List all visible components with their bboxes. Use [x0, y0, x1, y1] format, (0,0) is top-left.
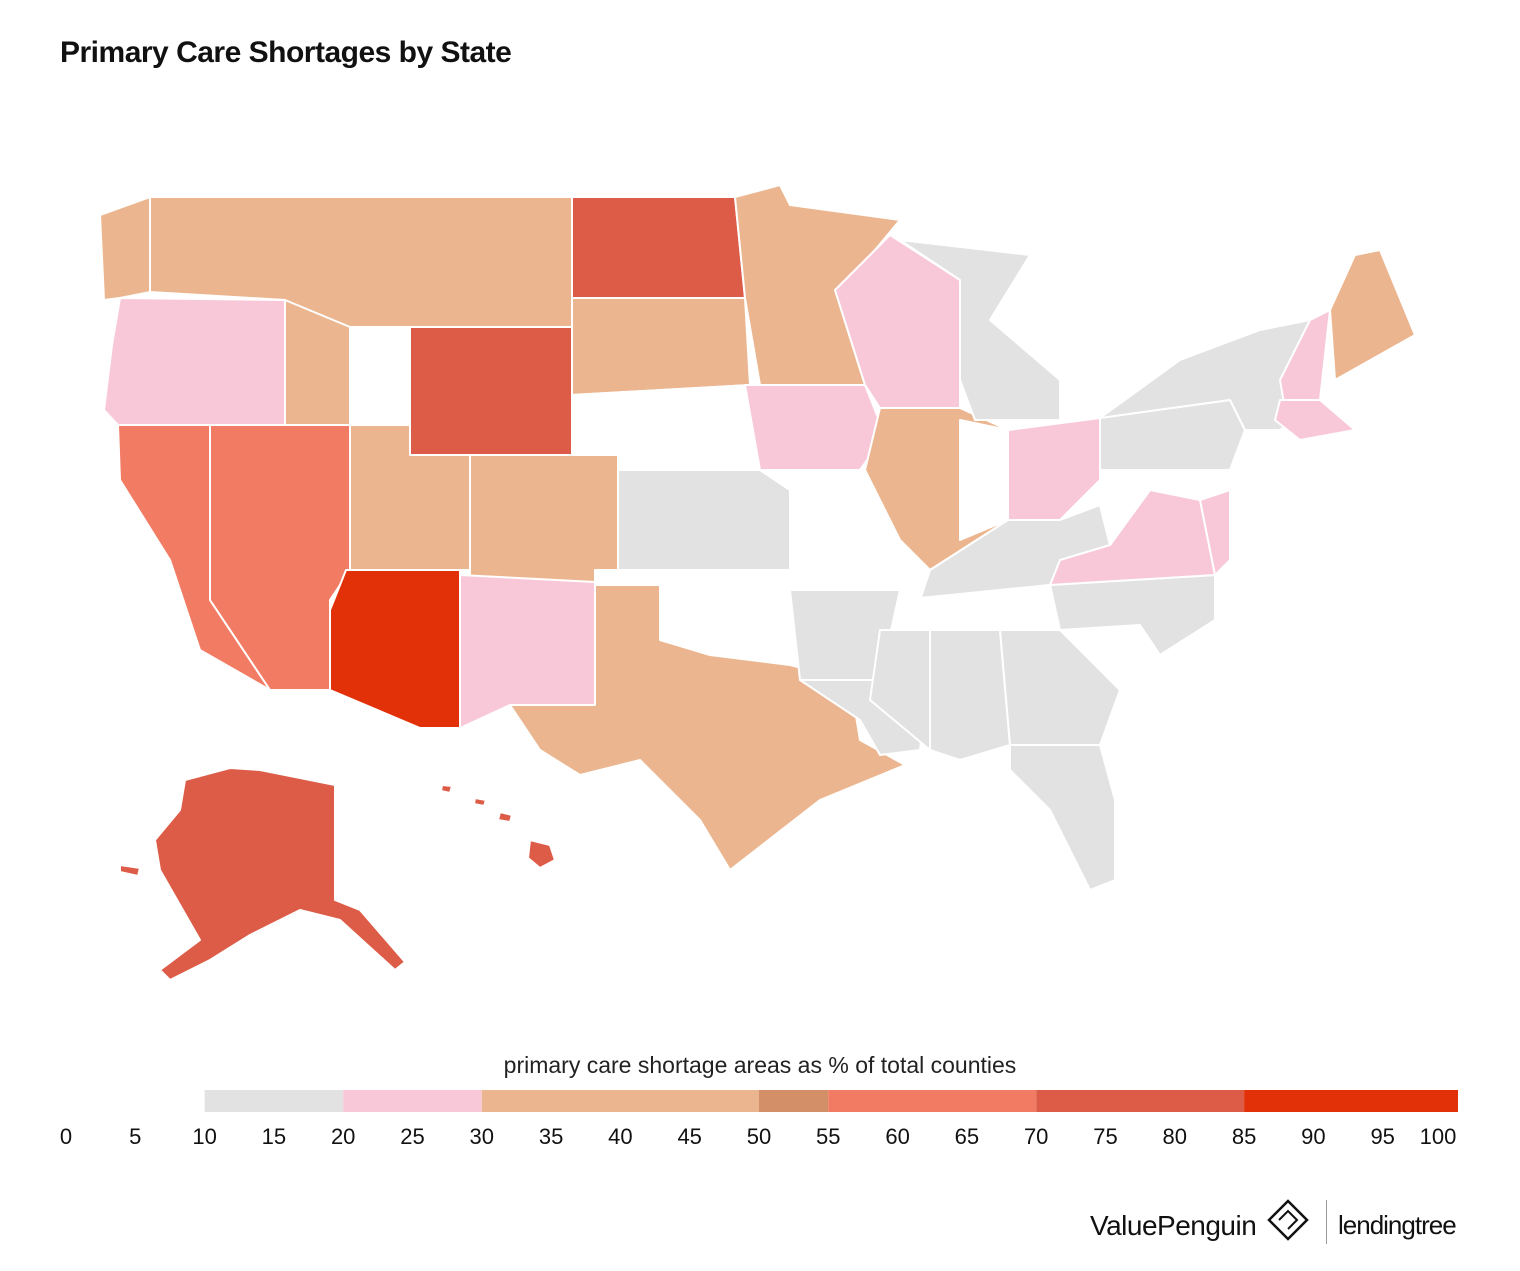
state-oregon[interactable]: [103, 297, 286, 426]
legend-bin: [1036, 1090, 1245, 1112]
state-washington[interactable]: [99, 196, 151, 301]
legend-tick-label: 55: [816, 1124, 841, 1149]
state-alabama[interactable]: [929, 629, 1011, 761]
state-hawaii-island-3[interactable]: [473, 797, 487, 807]
state-hawaii-island-4[interactable]: [440, 784, 453, 794]
state-hawaii-island-2[interactable]: [497, 811, 513, 823]
state-alaska[interactable]: [154, 767, 406, 981]
legend-tick-label: 65: [954, 1124, 980, 1149]
state-iowa[interactable]: [744, 384, 886, 471]
legend-bin: [204, 1090, 344, 1112]
color-scale-bar: [204, 1090, 1458, 1112]
legend-tick-label: 80: [1162, 1124, 1188, 1149]
legend-title: primary care shortage areas as % of tota…: [503, 1052, 1017, 1078]
legend-bin: [343, 1090, 482, 1112]
legend-tick-label: 20: [330, 1124, 356, 1149]
us-map: [99, 184, 1416, 981]
legend-tick-label: 15: [261, 1124, 287, 1149]
chart-title: Primary Care Shortages by State: [60, 36, 512, 69]
state-colorado[interactable]: [469, 454, 619, 583]
legend-tick-label: 50: [746, 1124, 772, 1149]
legend-tick-label: 95: [1370, 1124, 1395, 1149]
legend-bin: [759, 1090, 829, 1112]
legend-bin: [481, 1090, 759, 1112]
state-delaware[interactable]: [1199, 489, 1231, 576]
state-indiana[interactable]: [959, 419, 1009, 541]
state-southdakota[interactable]: [571, 297, 751, 396]
state-kansas[interactable]: [617, 469, 791, 571]
state-missouri[interactable]: [759, 469, 906, 591]
state-florida[interactable]: [1009, 744, 1116, 891]
legend-tick-label: 10: [192, 1124, 217, 1149]
legend-tick-label: 90: [1301, 1124, 1326, 1149]
legend-tick-label: 40: [608, 1124, 633, 1149]
legend-tick-label: 5: [129, 1124, 142, 1149]
state-arizona[interactable]: [329, 569, 461, 729]
state-maine[interactable]: [1329, 249, 1416, 381]
legend-tick-label: 70: [1023, 1124, 1049, 1149]
state-northdakota[interactable]: [571, 196, 746, 299]
state-alaska-island-1[interactable]: [119, 864, 141, 877]
penguin-diamond-icon: [1267, 1199, 1309, 1241]
legend-tick-label: 0: [59, 1124, 73, 1149]
state-hawaii[interactable]: [527, 839, 556, 869]
state-georgia[interactable]: [999, 629, 1121, 746]
logo-divider: [1326, 1200, 1327, 1244]
legend-tick-label: 75: [1093, 1124, 1118, 1149]
legend-tick-label: 60: [885, 1124, 910, 1149]
lendingtree-logo: lendingtree: [1338, 1210, 1457, 1240]
legend-tick-label: 45: [677, 1124, 702, 1149]
state-wyoming[interactable]: [409, 326, 573, 456]
legend-tick-label: 25: [400, 1124, 425, 1149]
legend-tick-label: 85: [1231, 1124, 1257, 1149]
state-westvirginia[interactable]: [1099, 469, 1151, 546]
legend-tick-label: 35: [538, 1124, 564, 1149]
state-massachusetts[interactable]: [1274, 399, 1356, 441]
valuepenguin-logo: ValuePenguin: [1090, 1210, 1257, 1241]
legend-bin: [828, 1090, 1037, 1112]
state-michigan[interactable]: [899, 239, 1061, 421]
legend-tick-label: 30: [469, 1124, 495, 1149]
state-texas[interactable]: [509, 584, 906, 871]
legend-tick-label: 100: [1419, 1124, 1457, 1149]
legend-bin: [1244, 1090, 1458, 1112]
state-ohio[interactable]: [1007, 417, 1111, 521]
